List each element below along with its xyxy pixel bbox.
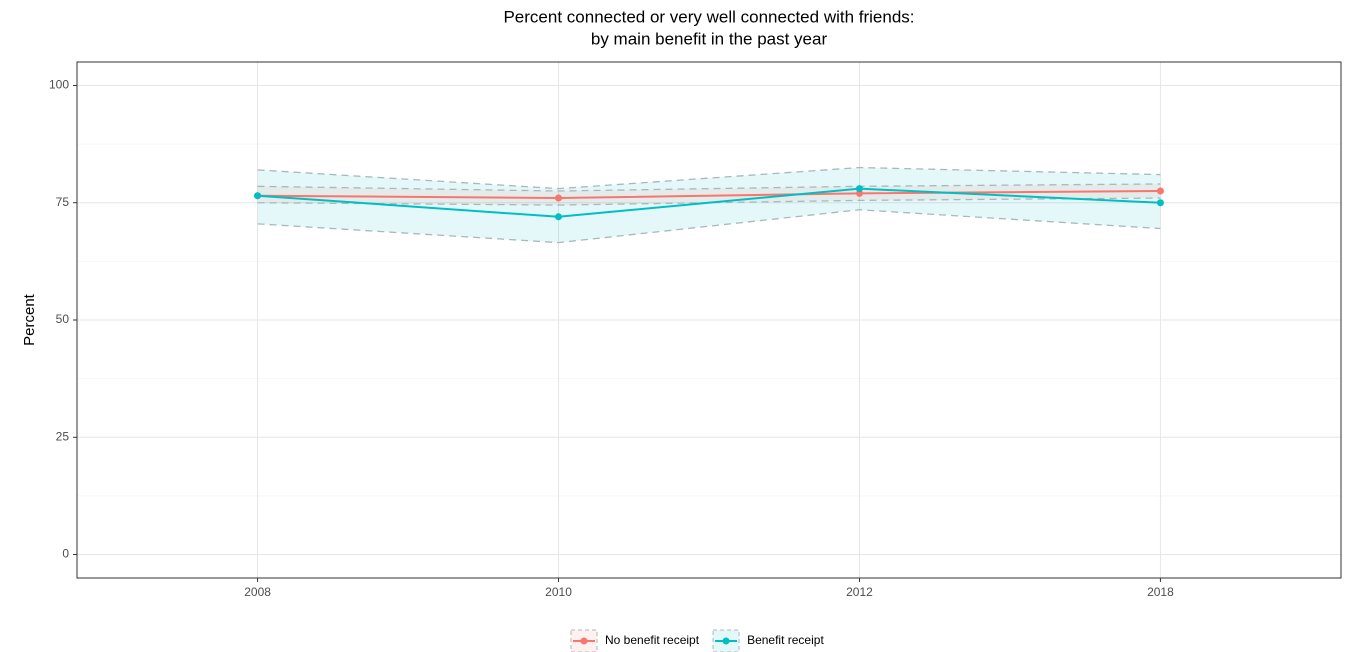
y-tick-label: 0 bbox=[62, 547, 69, 561]
chart-title: Percent connected or very well connected… bbox=[503, 7, 914, 26]
x-tick-label: 2012 bbox=[846, 585, 873, 599]
band-upper bbox=[257, 183, 1161, 192]
y-tick-label: 75 bbox=[56, 195, 70, 209]
x-tick-label: 2018 bbox=[1147, 585, 1174, 599]
legend-key-point bbox=[580, 637, 588, 645]
legend-key-point bbox=[722, 637, 730, 645]
band-lower bbox=[257, 197, 1161, 206]
point bbox=[555, 194, 563, 202]
series-line bbox=[257, 187, 1161, 218]
x-tick-label: 2008 bbox=[244, 585, 271, 599]
band-upper bbox=[257, 166, 1161, 190]
confidence-band bbox=[257, 183, 1161, 206]
legend-label: Benefit receipt bbox=[747, 633, 824, 647]
y-tick-label: 25 bbox=[56, 429, 70, 443]
point bbox=[1156, 187, 1164, 195]
y-axis-title: Percent bbox=[21, 293, 38, 346]
chart-subtitle: by main benefit in the past year bbox=[591, 29, 828, 48]
legend: No benefit receipt Benefit receipt bbox=[570, 629, 824, 652]
series-line bbox=[257, 190, 1161, 200]
legend-label: No benefit receipt bbox=[605, 633, 700, 647]
plot-border bbox=[76, 61, 1342, 579]
point bbox=[555, 213, 563, 221]
point bbox=[254, 192, 262, 200]
y-tick-label: 50 bbox=[56, 312, 70, 326]
y-tick-label: 100 bbox=[49, 78, 69, 92]
x-tick-label: 2010 bbox=[545, 585, 572, 599]
band-lower bbox=[257, 209, 1161, 244]
point bbox=[1156, 199, 1164, 207]
point bbox=[855, 185, 863, 193]
